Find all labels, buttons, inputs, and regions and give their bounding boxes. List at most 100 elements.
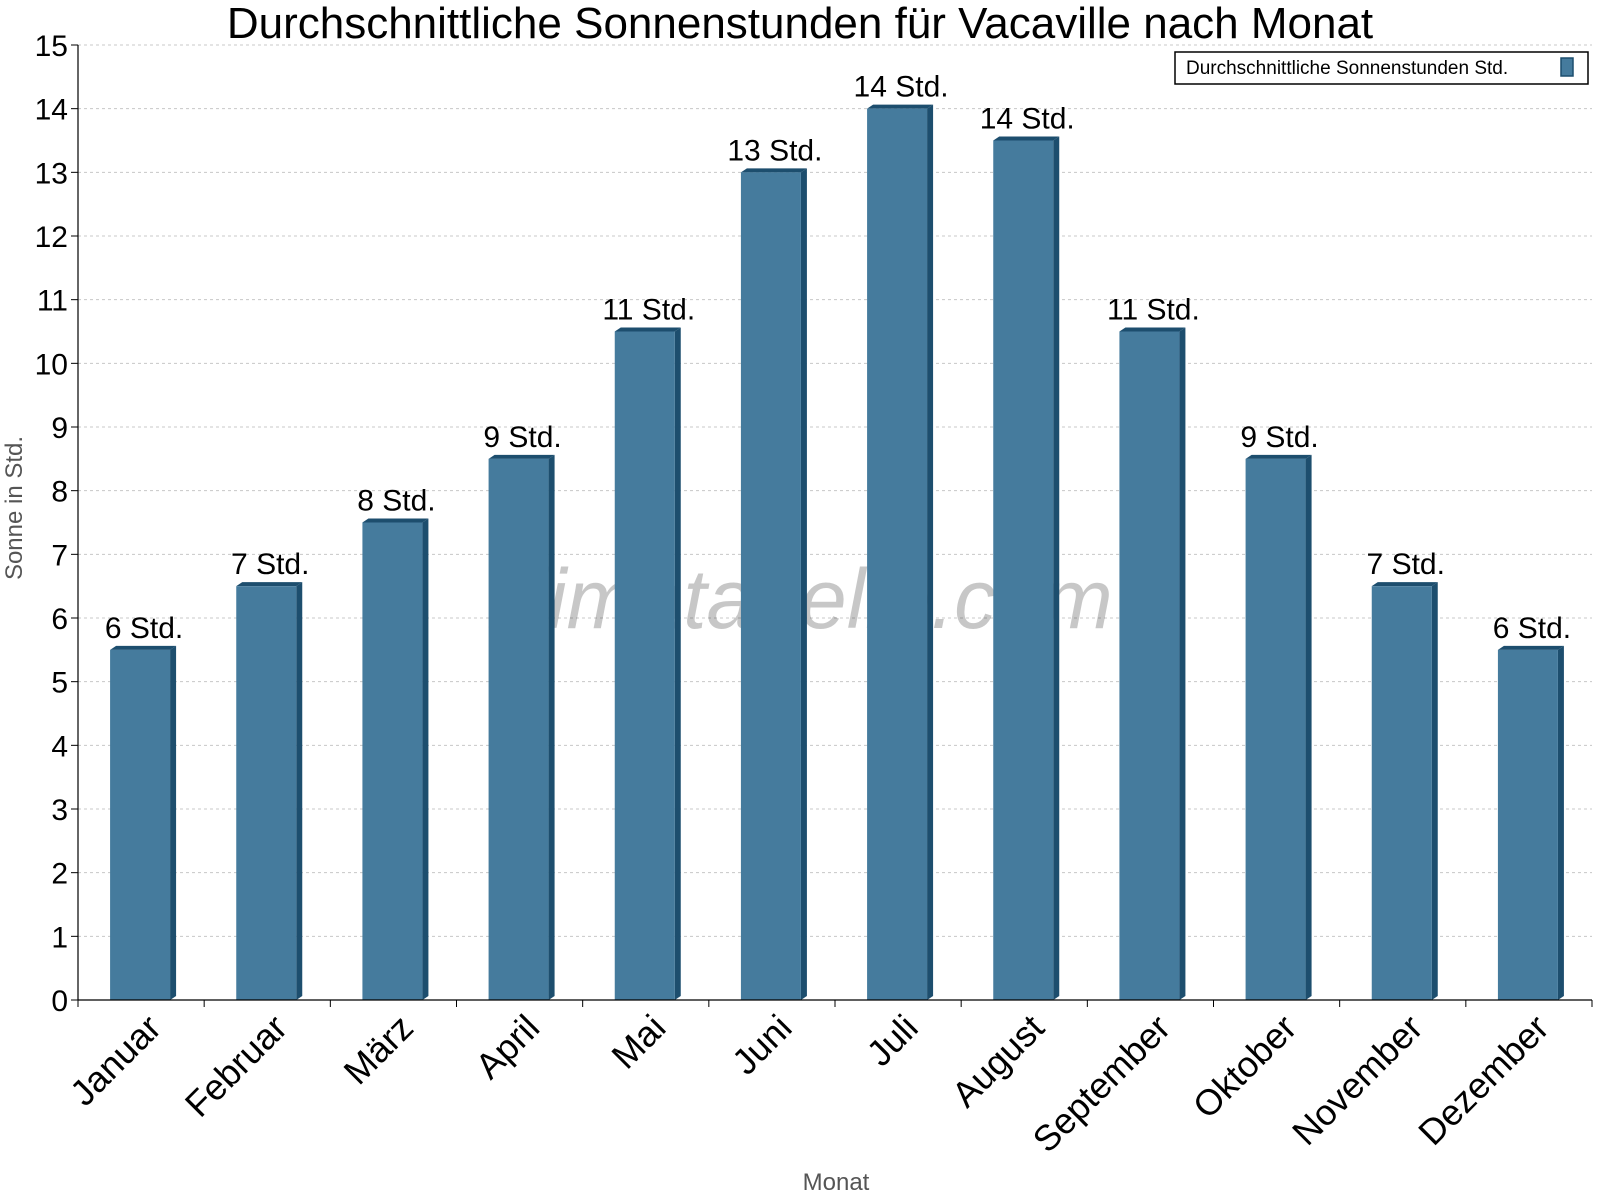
bar-top bbox=[488, 454, 555, 459]
y-tick-label: 6 bbox=[51, 603, 68, 636]
bar-front bbox=[1119, 331, 1180, 1000]
y-tick-label: 7 bbox=[51, 539, 68, 572]
data-label: 8 Std. bbox=[357, 485, 435, 518]
bar-top bbox=[614, 327, 681, 332]
x-tick-label: Januar bbox=[62, 1007, 169, 1114]
bars-group bbox=[110, 104, 1564, 1001]
y-tick-label: 1 bbox=[51, 921, 68, 954]
bar-front bbox=[110, 649, 171, 1000]
bar-side bbox=[674, 327, 681, 1000]
y-tick-label: 15 bbox=[35, 30, 68, 63]
bar-top bbox=[362, 518, 429, 523]
x-tick-labels: Januar Februar März April Mai Juni Juli AugustS… bbox=[62, 1007, 1557, 1161]
bar bbox=[488, 454, 555, 1000]
grid-lines bbox=[78, 44, 1592, 937]
data-label: 6 Std. bbox=[1493, 612, 1571, 645]
bar bbox=[362, 518, 429, 1000]
bar-front bbox=[488, 458, 549, 1000]
axes-group bbox=[71, 44, 1593, 1007]
data-label: 13 Std. bbox=[727, 134, 822, 167]
bar-side bbox=[170, 645, 177, 1000]
bar-top bbox=[1119, 327, 1186, 332]
y-tick-label: 4 bbox=[51, 730, 68, 763]
bar-front bbox=[614, 331, 675, 1000]
bar-front bbox=[1245, 458, 1306, 1000]
bar bbox=[867, 104, 934, 1000]
y-tick-label: 0 bbox=[51, 985, 68, 1018]
x-tick-label: Oktober bbox=[1185, 1007, 1305, 1127]
y-tick-label: 12 bbox=[35, 221, 68, 254]
x-tick-label: Juni bbox=[724, 1007, 800, 1083]
bar-front bbox=[867, 108, 928, 1000]
y-tick-label: 2 bbox=[51, 858, 68, 891]
bar-top bbox=[740, 168, 807, 173]
bar bbox=[993, 136, 1060, 1000]
data-label: 9 Std. bbox=[1240, 421, 1318, 454]
bar-top bbox=[1497, 645, 1564, 650]
bar bbox=[614, 327, 681, 1000]
x-tick-label: August bbox=[944, 1007, 1052, 1115]
bar-top bbox=[867, 104, 934, 109]
y-tick-label: 11 bbox=[37, 285, 68, 318]
x-tick-label: April bbox=[467, 1007, 547, 1087]
bar-top bbox=[110, 645, 177, 650]
bar-front bbox=[993, 140, 1054, 1000]
data-label: 6 Std. bbox=[105, 612, 183, 645]
bar-top bbox=[1371, 582, 1438, 587]
bar bbox=[1497, 645, 1564, 1000]
bar bbox=[236, 582, 303, 1000]
data-label: 9 Std. bbox=[483, 421, 561, 454]
legend-box bbox=[1174, 51, 1589, 85]
data-label: 14 Std. bbox=[854, 71, 949, 104]
bar-side bbox=[1179, 327, 1186, 1000]
bar-front bbox=[362, 522, 423, 1000]
y-tick-label: 10 bbox=[35, 348, 68, 381]
bar-side bbox=[548, 454, 555, 1000]
bar-side bbox=[800, 168, 807, 1001]
x-tick-label: Februar bbox=[177, 1007, 295, 1125]
bar-side bbox=[1431, 582, 1438, 1000]
y-axis-title: Sonne in Std. bbox=[1, 436, 28, 580]
bar bbox=[110, 645, 177, 1000]
bar bbox=[740, 168, 807, 1001]
y-tick-label: 9 bbox=[51, 412, 68, 445]
y-tick-label: 8 bbox=[51, 476, 68, 509]
x-axis-title: Monat bbox=[803, 1169, 870, 1196]
legend: Durchschnittliche Sonnenstunden Std. bbox=[1174, 51, 1589, 85]
bar-side bbox=[1053, 136, 1060, 1000]
bar bbox=[1371, 582, 1438, 1000]
y-tick-label: 14 bbox=[35, 94, 68, 127]
data-label: 7 Std. bbox=[231, 548, 309, 581]
data-label: 7 Std. bbox=[1367, 548, 1445, 581]
bar-top bbox=[236, 582, 303, 587]
x-tick-label: Dezember bbox=[1410, 1007, 1556, 1153]
data-labels: 6 Std. 7 Std. 8 Std. 9 Std. 11 Std. 13 Std. 14… bbox=[105, 71, 1571, 645]
x-tick-label: Mai bbox=[603, 1007, 673, 1077]
bar-front bbox=[1497, 649, 1558, 1000]
bar-side bbox=[1557, 645, 1564, 1000]
legend-label: Durchschnittliche Sonnenstunden Std. bbox=[1186, 58, 1508, 79]
x-tick-label: September bbox=[1025, 1007, 1179, 1161]
bar-side bbox=[422, 518, 429, 1000]
bar bbox=[1119, 327, 1186, 1000]
y-tick-label: 13 bbox=[35, 157, 68, 190]
bar-top bbox=[1245, 454, 1312, 459]
legend-swatch bbox=[1560, 57, 1574, 77]
bar-front bbox=[1371, 586, 1432, 1000]
y-tick-label: 3 bbox=[51, 794, 68, 827]
bar bbox=[1245, 454, 1312, 1000]
bar-side bbox=[296, 582, 303, 1000]
data-label: 11 Std. bbox=[1107, 294, 1200, 327]
x-tick-label: Juli bbox=[859, 1007, 926, 1074]
data-label: 14 Std. bbox=[980, 103, 1075, 136]
bar-side bbox=[927, 104, 934, 1000]
x-tick-label: November bbox=[1284, 1007, 1430, 1153]
bar-side bbox=[1305, 454, 1312, 1000]
bar-front bbox=[740, 172, 801, 1001]
y-tick-label: 5 bbox=[51, 667, 68, 700]
chart-title: Durchschnittliche Sonnenstunden für Vaca… bbox=[227, 0, 1373, 48]
x-tick-label: März bbox=[336, 1007, 422, 1093]
